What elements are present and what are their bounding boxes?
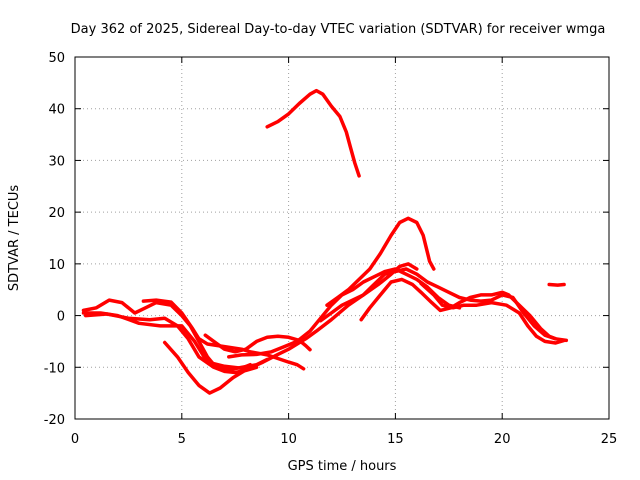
series-line-track-9 <box>325 216 436 307</box>
grid <box>75 57 609 419</box>
series-layer <box>81 88 569 395</box>
series-line-track-4 <box>141 298 306 371</box>
plot-frame <box>74 56 610 420</box>
x-tick-label: 0 <box>71 432 79 447</box>
x-tick-label: 10 <box>280 432 297 447</box>
y-axis-label: SDTVAR / TECUs <box>7 185 22 292</box>
series-line-track-6 <box>162 262 419 395</box>
chart-title: Day 362 of 2025, Sidereal Day-to-day VTE… <box>71 22 606 37</box>
series-line-track-12 <box>265 88 361 178</box>
y-tick-label: 40 <box>48 103 65 118</box>
y-tick-label: -20 <box>44 413 65 428</box>
y-tick-label: 20 <box>48 206 65 221</box>
x-tick-label: 25 <box>601 432 618 447</box>
x-axis-label: GPS time / hours <box>288 459 397 474</box>
series-line-track-2 <box>83 312 259 375</box>
x-tick-label: 5 <box>178 432 186 447</box>
x-tick-label: 15 <box>387 432 404 447</box>
series-line-track-8 <box>318 267 569 343</box>
y-tick-label: 30 <box>48 154 65 169</box>
y-tick-label: 10 <box>48 258 65 273</box>
series-line-track-10 <box>359 277 558 341</box>
x-tick-label: 20 <box>494 432 511 447</box>
y-tick-label: 0 <box>57 310 65 325</box>
series-line-track-11 <box>419 281 566 345</box>
y-tick-label: -10 <box>44 361 65 376</box>
series-line-track-13 <box>547 282 566 287</box>
y-tick-label: 50 <box>48 51 65 66</box>
series-line-track-3 <box>81 298 269 372</box>
ticks: 0 5 10 15 20 25 -20 -10 0 10 20 30 40 50 <box>44 51 618 447</box>
